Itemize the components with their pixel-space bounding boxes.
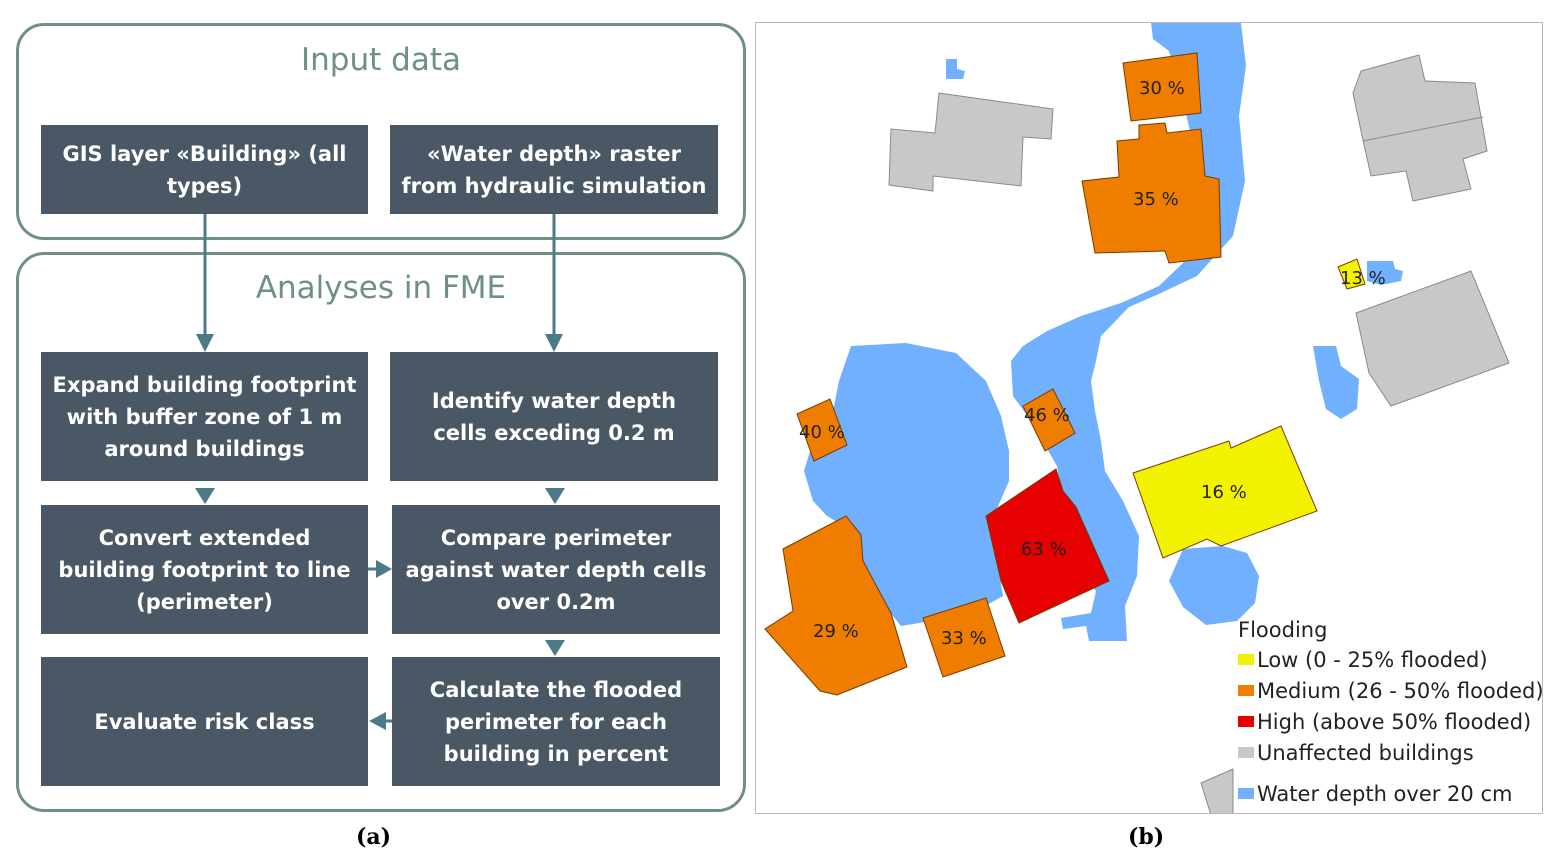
building-29: [764, 515, 908, 696]
building-35: [1081, 122, 1222, 264]
legend-swatch-low: [1238, 654, 1254, 665]
arrowhead-raster-to-identify: [545, 334, 563, 352]
evaluate-risk-box: Evaluate risk class: [41, 657, 368, 786]
flood-map-panel: 30 % 35 % 13 % 40 % 46 % 16 % 63 % 29 % …: [755, 22, 1543, 814]
arrowhead-convert-to-compare: [376, 560, 392, 578]
building-13: [1337, 258, 1366, 290]
water-small-south: [1169, 546, 1259, 625]
flow-arrows: [195, 214, 565, 730]
legend-label-high: High (above 50% flooded): [1257, 709, 1532, 734]
gis-layer-box: GIS layer «Building» (all types): [41, 125, 368, 214]
arrowhead-expand-to-convert: [195, 488, 215, 504]
unaffected-buildings: [888, 54, 1510, 813]
water-dot-ne: [1367, 261, 1403, 285]
water-dot-nw: [946, 59, 965, 79]
arrowhead-calculate-to-evaluate: [369, 712, 386, 730]
unaffected-building-corner: [1200, 768, 1234, 813]
unaffected-building-east: [1355, 270, 1510, 407]
flood-map: 30 % 35 % 13 % 40 % 46 % 16 % 63 % 29 % …: [764, 23, 1510, 813]
building-label-63: 63 %: [1021, 539, 1067, 560]
legend-item-medium: Medium (26 - 50% flooded): [1238, 675, 1544, 706]
legend-label-medium: Medium (26 - 50% flooded): [1257, 678, 1544, 703]
water-pond: [804, 343, 1009, 626]
unaffected-building-ne: [1352, 54, 1488, 202]
legend-item-low: Low (0 - 25% flooded): [1238, 644, 1544, 675]
legend-title: Flooding: [1238, 618, 1328, 642]
water-small-east: [1313, 346, 1359, 419]
calculate-flooded-box: Calculate the flooded perimeter for each…: [392, 657, 720, 786]
ne-building-ridge: [1362, 116, 1484, 142]
legend-swatch-medium: [1238, 685, 1254, 696]
analyses-title: Analyses in FME: [255, 270, 507, 306]
flooded-buildings: [764, 52, 1366, 696]
legend-swatch-water: [1238, 788, 1254, 799]
analyses-group: [16, 252, 746, 812]
arrowhead-gis-to-expand: [196, 334, 214, 352]
building-label-40: 40 %: [799, 422, 845, 443]
building-16: [1132, 425, 1318, 559]
map-legend: Flooding Low (0 - 25% flooded) Medium (2…: [1238, 618, 1544, 809]
building-label-46: 46 %: [1024, 405, 1070, 426]
legend-swatch-high: [1238, 716, 1254, 727]
legend-label-unaffected: Unaffected buildings: [1257, 740, 1474, 765]
unaffected-building-nw: [888, 92, 1054, 192]
building-labels: 30 % 35 % 13 % 40 % 46 % 16 % 63 % 29 % …: [799, 78, 1386, 649]
convert-perimeter-box: Convert extended building footprint to l…: [41, 505, 368, 634]
building-label-35: 35 %: [1133, 189, 1179, 210]
building-label-29: 29 %: [813, 621, 859, 642]
expand-footprint-box: Expand building footprint with buffer zo…: [41, 352, 368, 481]
legend-item-unaffected: Unaffected buildings: [1238, 737, 1544, 768]
building-30: [1122, 52, 1202, 122]
input-data-title: Input data: [301, 42, 461, 78]
arrowhead-compare-to-calculate: [545, 640, 565, 656]
legend-swatch-unaffected: [1238, 747, 1254, 758]
legend-label-water: Water depth over 20 cm: [1257, 781, 1513, 806]
building-46: [1022, 388, 1076, 452]
legend-label-low: Low (0 - 25% flooded): [1257, 647, 1488, 672]
water-areas: [804, 23, 1403, 641]
building-label-33: 33 %: [941, 628, 987, 649]
water-channel: [1011, 23, 1246, 641]
legend-item-water: Water depth over 20 cm: [1238, 778, 1544, 809]
compare-perimeter-box: Compare perimeter against water depth ce…: [392, 505, 720, 634]
input-data-group: [16, 23, 746, 240]
building-33: [922, 597, 1006, 678]
legend-item-high: High (above 50% flooded): [1238, 706, 1544, 737]
building-label-13: 13 %: [1340, 268, 1386, 289]
building-40: [796, 398, 848, 462]
identify-cells-box: Identify water depth cells exceding 0.2 …: [390, 352, 718, 481]
arrowhead-identify-to-compare: [545, 488, 565, 504]
building-label-30: 30 %: [1139, 78, 1185, 99]
caption-b: (b): [1128, 824, 1165, 850]
building-63: [985, 468, 1110, 624]
caption-a: (a): [356, 824, 392, 850]
water-raster-box: «Water depth» raster from hydraulic simu…: [390, 125, 718, 214]
building-label-16: 16 %: [1201, 482, 1247, 503]
